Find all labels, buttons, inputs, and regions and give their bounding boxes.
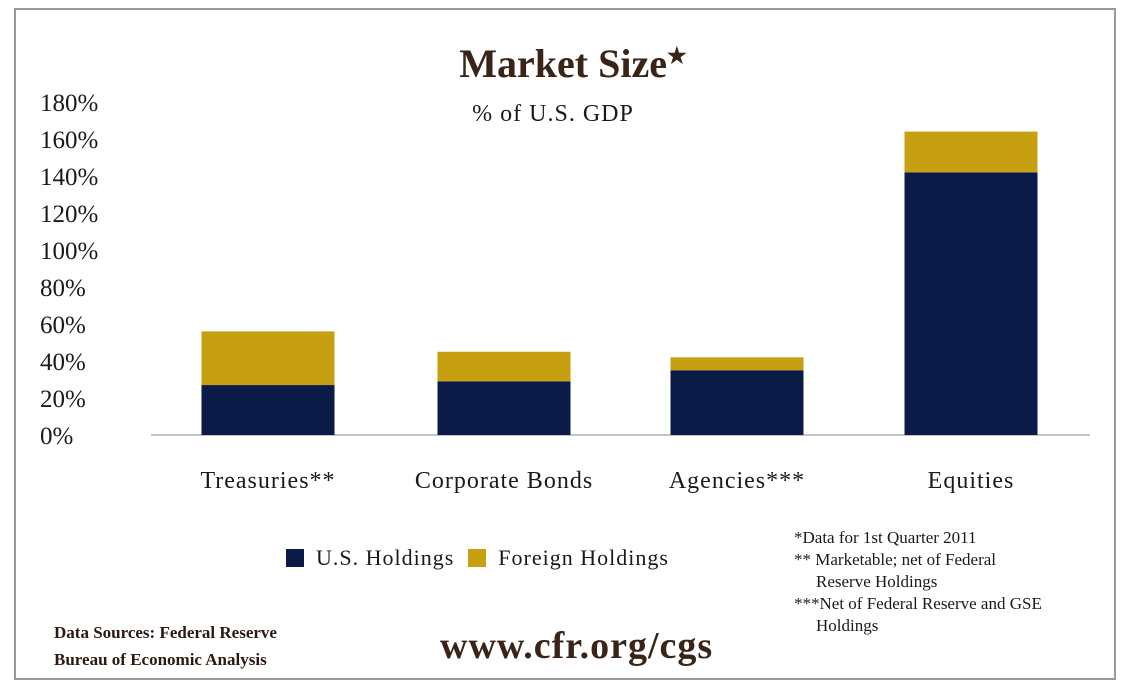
footnote-agencies: ***Net of Federal Reserve and GSE bbox=[794, 594, 1042, 613]
legend-swatch-foreign bbox=[468, 549, 487, 567]
y-axis-ticks: 0% 20% 40% 60% 80% 100% 120% 140% 160% 180% bbox=[40, 90, 98, 450]
footnote-treasuries-cont: Reserve Holdings bbox=[816, 572, 938, 591]
footnote-data-date: *Data for 1st Quarter 2011 bbox=[794, 528, 977, 547]
data-sources: Data Sources: Federal Reserve Bureau of … bbox=[54, 619, 277, 673]
bar-us-2 bbox=[670, 370, 804, 435]
bar-foreign-2 bbox=[670, 357, 804, 371]
bars-group bbox=[201, 131, 1038, 436]
y-tick-label: 140% bbox=[40, 164, 98, 191]
bar-foreign-0 bbox=[201, 331, 335, 386]
bar-us-0 bbox=[201, 385, 335, 435]
bar-us-3 bbox=[904, 172, 1038, 436]
source-line-2: Bureau of Economic Analysis bbox=[54, 650, 267, 669]
x-tick-label: Treasuries** bbox=[200, 468, 335, 494]
source-line-1: Data Sources: Federal Reserve bbox=[54, 623, 277, 642]
bar-foreign-1 bbox=[437, 351, 571, 382]
bar-foreign-3 bbox=[904, 131, 1038, 173]
legend-label-foreign: Foreign Holdings bbox=[498, 545, 669, 570]
chart-subtitle: % of U.S. GDP bbox=[472, 101, 634, 127]
legend-item-us: U.S. Holdings bbox=[286, 545, 454, 571]
chart-title: Market Size★ bbox=[459, 41, 687, 86]
x-axis-labels: Treasuries** Corporate Bonds Agencies*** Eq… bbox=[200, 468, 1015, 494]
legend-item-foreign: Foreign Holdings bbox=[468, 545, 669, 571]
legend-swatch-us bbox=[286, 549, 304, 567]
y-tick-label: 80% bbox=[40, 275, 86, 302]
y-tick-label: 0% bbox=[40, 423, 73, 450]
y-tick-label: 100% bbox=[40, 238, 98, 265]
y-tick-label: 180% bbox=[40, 90, 98, 117]
x-tick-label: Equities bbox=[928, 468, 1015, 494]
x-tick-label: Agencies*** bbox=[669, 468, 805, 494]
x-tick-label: Corporate Bonds bbox=[415, 468, 593, 494]
y-tick-label: 20% bbox=[40, 386, 86, 413]
footnotes: *Data for 1st Quarter 2011 ** Marketable… bbox=[794, 527, 1042, 637]
footnote-agencies-cont: Holdings bbox=[816, 616, 879, 635]
chart-frame: Market Size★ % of U.S. GDP 0% 20% 40% 60% 80… bbox=[14, 8, 1116, 680]
footnote-treasuries: ** Marketable; net of Federal bbox=[794, 550, 997, 569]
y-tick-label: 40% bbox=[40, 349, 86, 376]
y-tick-label: 120% bbox=[40, 201, 98, 228]
website-url: www.cfr.org/cgs bbox=[440, 625, 714, 667]
legend: U.S. Holdings Foreign Holdings bbox=[286, 545, 669, 571]
legend-label-us: U.S. Holdings bbox=[316, 545, 455, 570]
bar-us-1 bbox=[437, 381, 571, 435]
y-tick-label: 60% bbox=[40, 312, 86, 339]
y-tick-label: 160% bbox=[40, 127, 98, 154]
chart-canvas: Market Size★ % of U.S. GDP 0% 20% 40% 60% 80… bbox=[40, 41, 1090, 494]
